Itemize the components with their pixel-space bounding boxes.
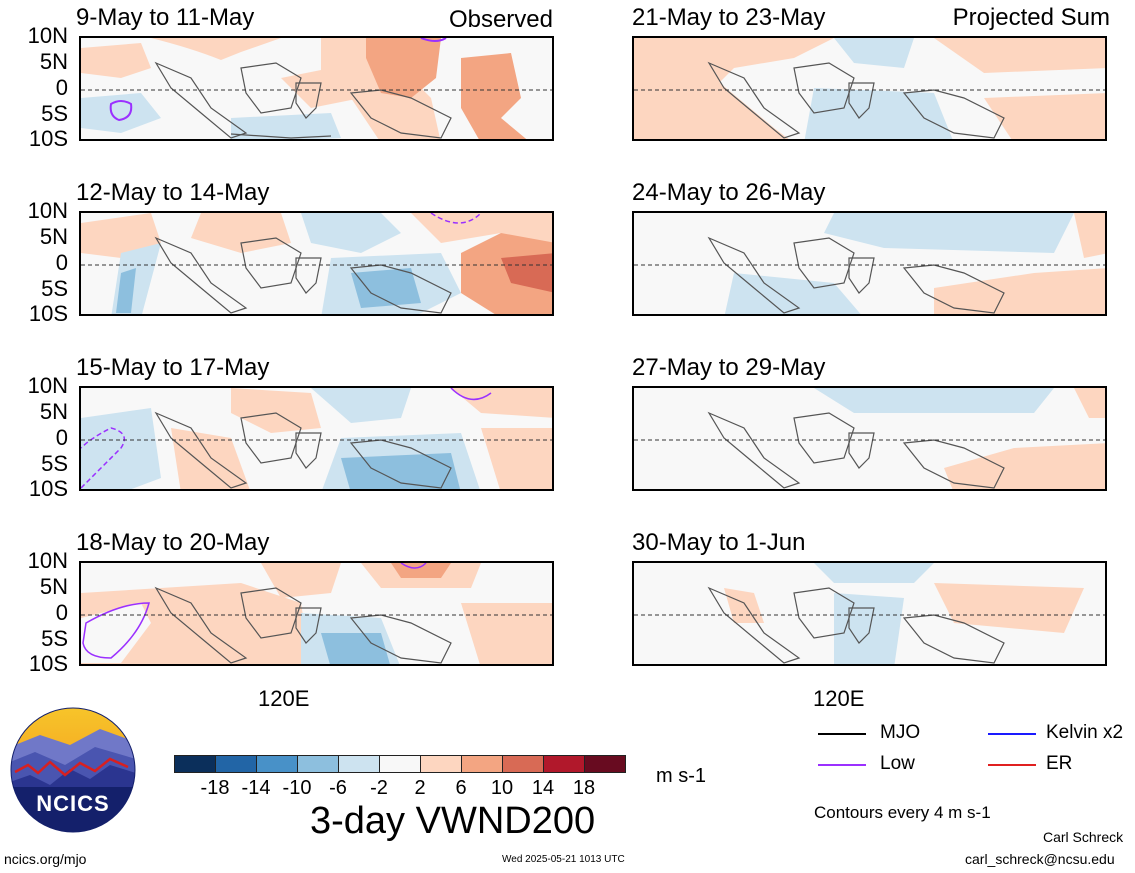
legend-swatch-kelvin <box>988 733 1036 735</box>
map-panel <box>632 561 1107 666</box>
panel-title: 12-May to 14-May <box>76 179 270 206</box>
colorbar-units: m s-1 <box>656 765 706 787</box>
lat-label: 5S <box>41 451 68 476</box>
colorbar-tick: 6 <box>455 777 467 799</box>
ncics-logo: NCICS <box>10 707 136 833</box>
contours-note: Contours every 4 m s-1 <box>814 803 991 822</box>
legend-label: Low <box>880 753 915 774</box>
legend-label: MJO <box>880 722 921 743</box>
panel-title: 27-May to 29-May <box>632 354 826 381</box>
colorbar-swatch <box>502 755 544 773</box>
map-panel <box>79 561 554 666</box>
panel-title: 15-May to 17-May <box>76 354 270 381</box>
lat-label: 5N <box>39 574 68 599</box>
lat-label: 5N <box>39 49 68 74</box>
colorbar-tick: -14 <box>241 777 271 799</box>
colorbar-swatch <box>174 755 216 773</box>
colorbar-swatch <box>584 755 626 773</box>
colorbar-swatch <box>338 755 380 773</box>
lat-label: 0 <box>55 75 68 100</box>
logo-text: NCICS <box>36 791 110 816</box>
legend-swatch-mjo <box>818 733 866 735</box>
colorbar-tick: -6 <box>329 777 347 799</box>
panel-title: 9-May to 11-May <box>76 4 255 31</box>
lat-label: 5S <box>41 101 68 126</box>
lat-label: 5N <box>39 224 68 249</box>
lat-label: 5S <box>41 276 68 301</box>
lat-label: 10S <box>28 126 68 151</box>
colorbar-tick: -10 <box>282 777 312 799</box>
panel-title: 18-May to 20-May <box>76 529 270 556</box>
lat-label: 10N <box>27 23 68 48</box>
lat-label: 10N <box>27 373 68 398</box>
panel-title: 30-May to 1-Jun <box>632 529 806 556</box>
colorbar-tick: 14 <box>531 777 555 799</box>
colorbar-tick: -18 <box>200 777 230 799</box>
map-panel <box>632 36 1107 141</box>
colorbar-tick: 10 <box>490 777 514 799</box>
legend-label: ER <box>1046 753 1073 774</box>
footer-timestamp: Wed 2025-05-21 1013 UTC <box>502 854 625 865</box>
map-panel <box>79 211 554 316</box>
footer-author: Carl Schreck <box>1043 829 1124 845</box>
colorbar-swatch <box>461 755 503 773</box>
map-panel <box>79 386 554 491</box>
lat-label: 10N <box>27 548 68 573</box>
colorbar-swatch <box>379 755 421 773</box>
panel-tag-projected: Projected Sum <box>952 4 1110 31</box>
colorbar-tick: 2 <box>414 777 426 799</box>
panel-tag-observed: Observed <box>448 6 553 33</box>
panel-title: 21-May to 23-May <box>632 4 826 31</box>
lat-label: 0 <box>55 425 68 450</box>
map-panel <box>632 386 1107 491</box>
chart-title: 3-day VWND200 <box>310 800 596 842</box>
lat-label: 0 <box>55 250 68 275</box>
lat-label: 5N <box>39 399 68 424</box>
legend-label: Kelvin x2 <box>1046 722 1124 743</box>
map-panel <box>632 211 1107 316</box>
colorbar-tick: -2 <box>370 777 388 799</box>
footer-url[interactable]: ncics.org/mjo <box>4 851 87 867</box>
panel-title: 24-May to 26-May <box>632 179 826 206</box>
colorbar-swatch <box>297 755 339 773</box>
footer-email[interactable]: carl_schreck@ncsu.edu <box>965 851 1115 867</box>
lon-label-right: 120E <box>813 686 865 711</box>
colorbar-swatch <box>420 755 462 773</box>
map-panel <box>79 36 554 141</box>
lat-label: 10N <box>27 198 68 223</box>
legend-swatch-low <box>818 764 866 766</box>
lat-label: 10S <box>28 476 68 501</box>
lat-label: 10S <box>28 651 68 676</box>
legend-swatch-er <box>988 764 1036 766</box>
lat-label: 5S <box>41 626 68 651</box>
lon-label-left: 120E <box>258 686 310 711</box>
colorbar-swatch <box>543 755 585 773</box>
colorbar-swatch <box>256 755 298 773</box>
lat-label: 0 <box>55 600 68 625</box>
colorbar-tick: 18 <box>572 777 596 799</box>
colorbar-swatch <box>215 755 257 773</box>
lat-label: 10S <box>28 301 68 326</box>
